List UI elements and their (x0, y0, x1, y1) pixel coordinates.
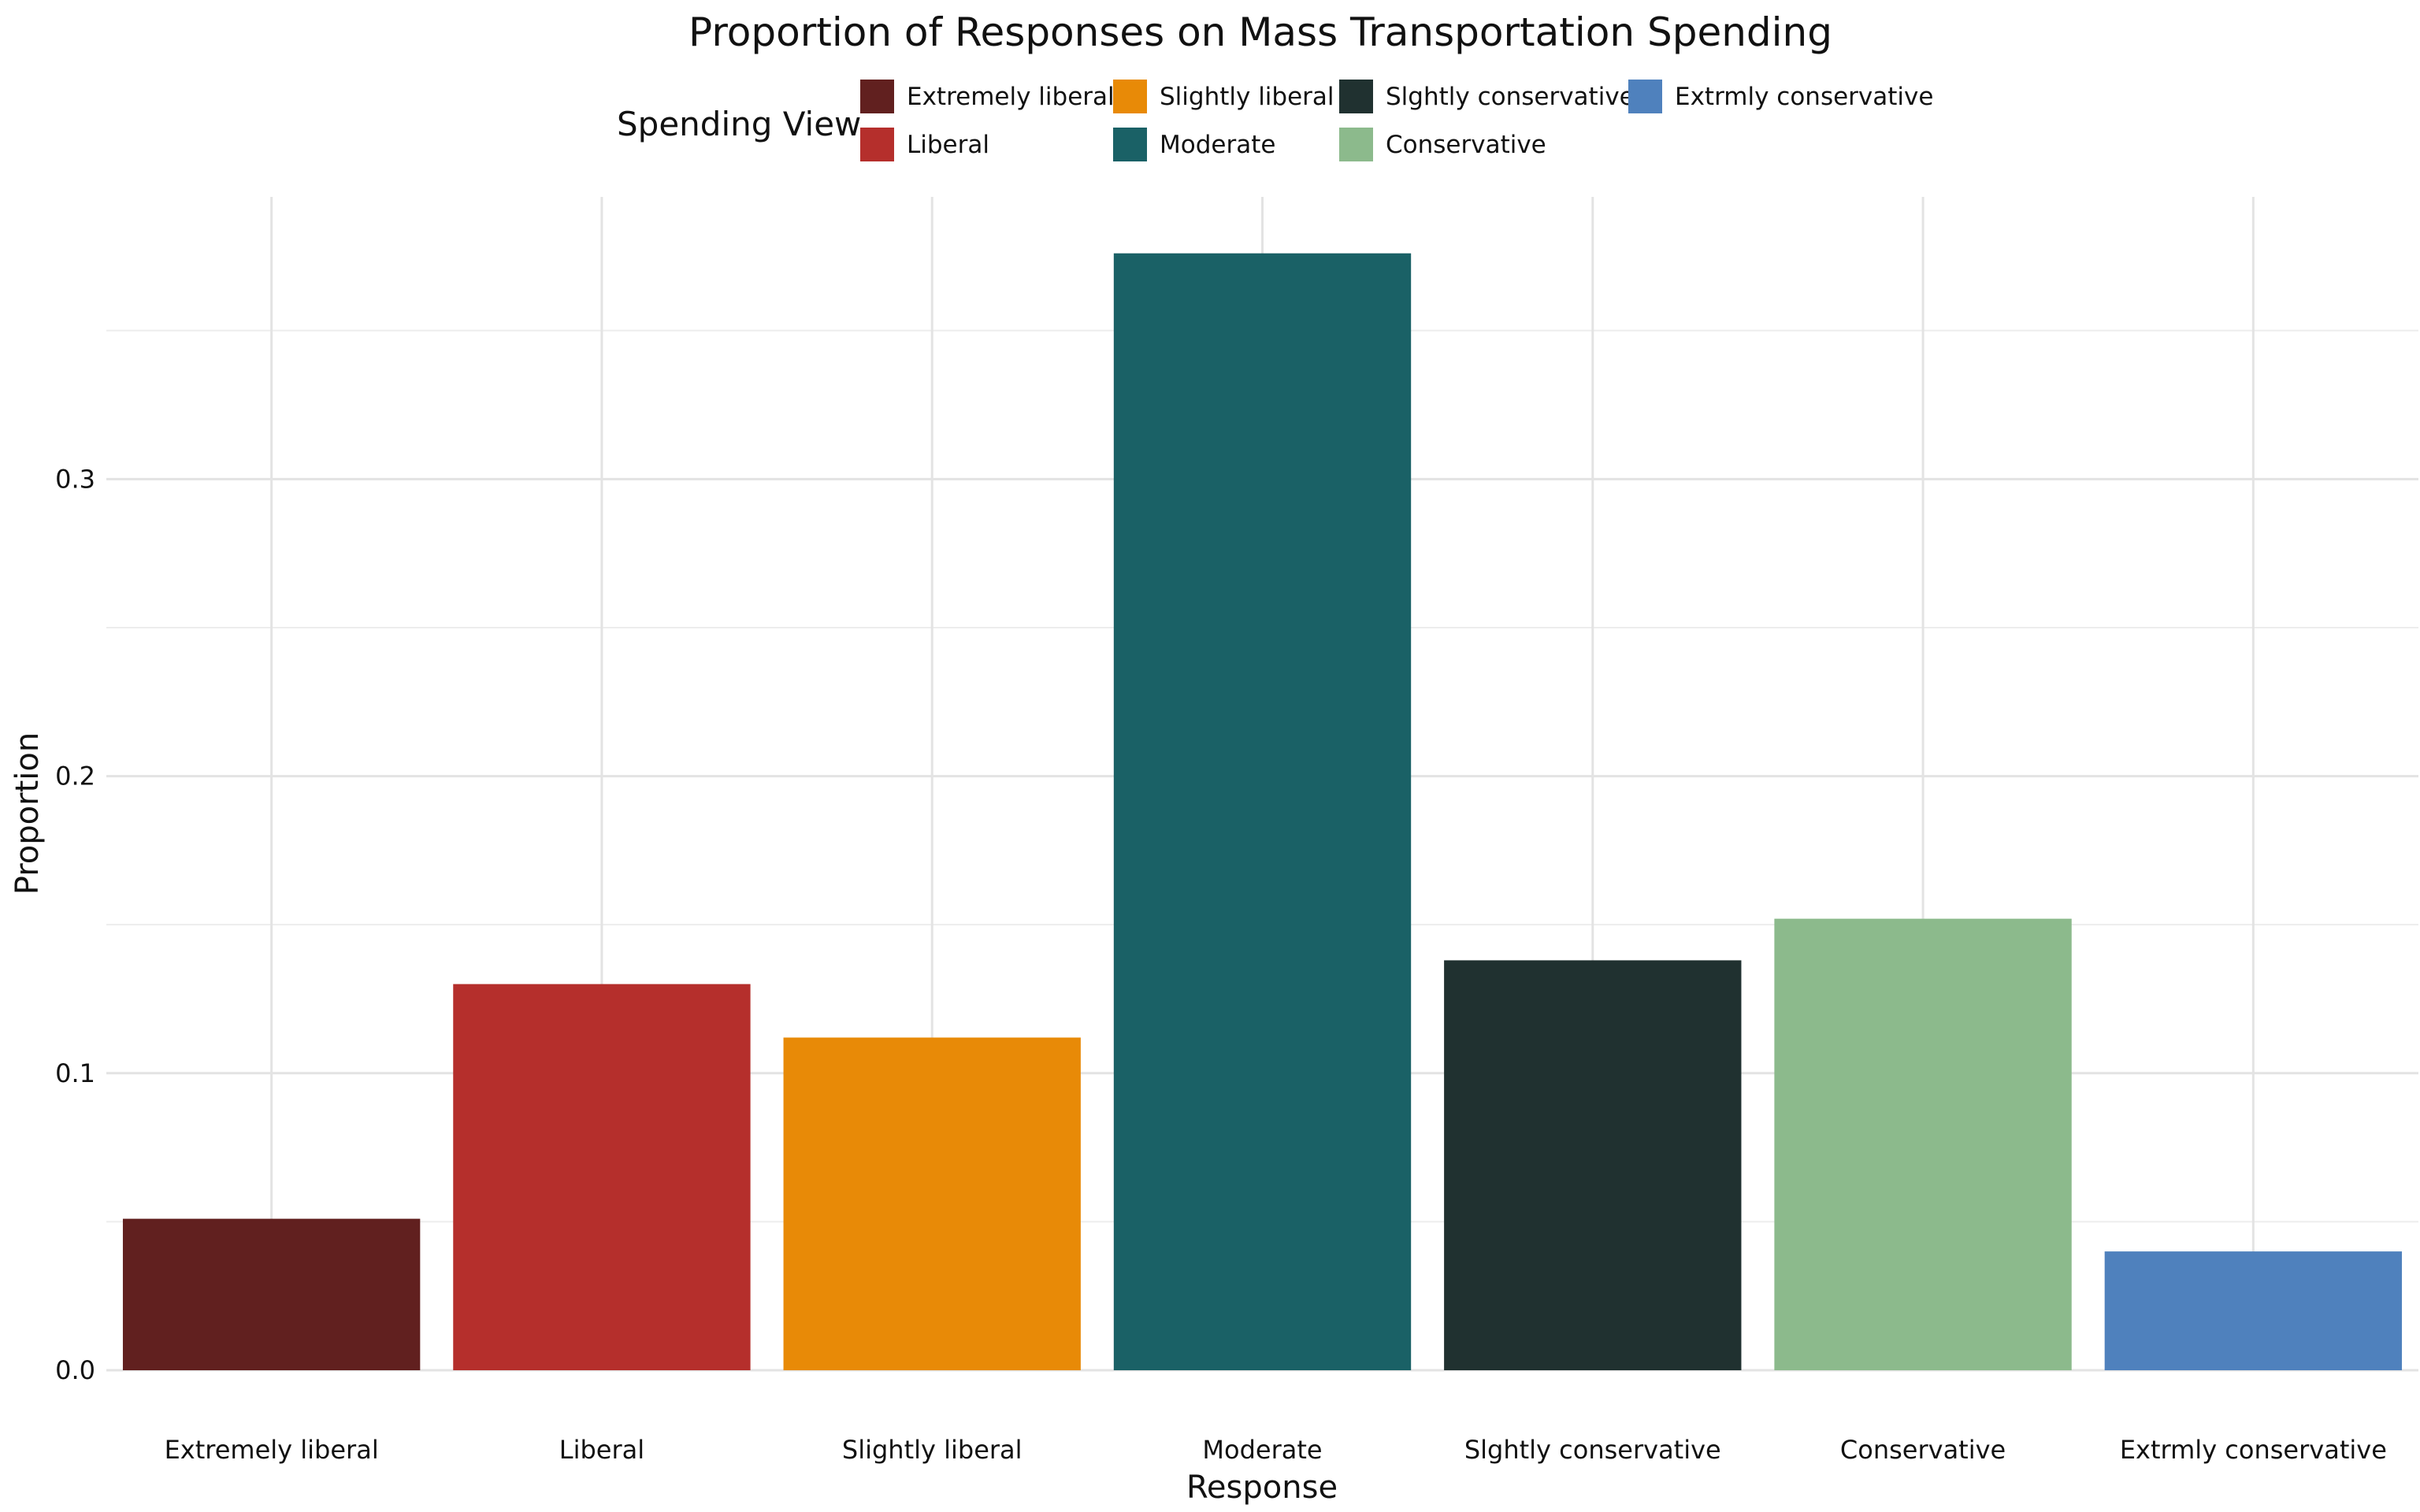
bar-extremely-liberal (122, 1218, 421, 1370)
x-tick-label: Extremely liberal (165, 1435, 379, 1465)
bar-liberal (453, 984, 751, 1370)
legend-swatch (1113, 128, 1147, 161)
legend-label: Slghtly conservative (1386, 83, 1635, 111)
x-tick-label: Liberal (559, 1435, 644, 1465)
legend-swatch (1628, 80, 1662, 113)
bar-extrmly-conservative (2104, 1251, 2403, 1370)
legend: Spending View Extremely liberal Liberal Sl… (617, 80, 1933, 161)
x-tick-label: Slghtly conservative (1464, 1435, 1721, 1465)
legend-label: Slightly liberal (1160, 83, 1334, 111)
bar-slghtly-conservative (1444, 960, 1742, 1370)
bar-conservative (1774, 918, 2072, 1370)
legend-swatch (1113, 80, 1147, 113)
x-tick-label: Moderate (1202, 1435, 1322, 1465)
legend-label: Conservative (1386, 131, 1546, 159)
x-axis-title: Response (1186, 1469, 1338, 1506)
legend-label: Extrmly conservative (1675, 83, 1933, 111)
legend-swatch (860, 80, 894, 113)
bar-moderate (1113, 253, 1412, 1370)
axis-layer: 0.0 0.1 0.2 0.3 Extremely liberal Liberal Slig… (55, 464, 2387, 1465)
legend-swatch (1339, 80, 1373, 113)
x-tick-label: Conservative (1840, 1435, 2006, 1465)
legend-label: Moderate (1160, 131, 1275, 159)
y-tick-label: 0.0 (55, 1355, 95, 1385)
y-tick-label: 0.1 (55, 1058, 95, 1088)
y-axis-title: Proportion (9, 732, 46, 895)
legend-title: Spending View (617, 105, 861, 143)
bar-layer (122, 253, 2403, 1370)
y-tick-label: 0.2 (55, 762, 95, 791)
legend-label: Extremely liberal (907, 83, 1115, 111)
legend-swatch (860, 128, 894, 161)
y-tick-label: 0.3 (55, 464, 95, 494)
x-tick-label: Slightly liberal (842, 1435, 1023, 1465)
legend-label: Liberal (907, 131, 989, 159)
x-tick-label: Extrmly conservative (2120, 1435, 2387, 1465)
legend-swatch (1339, 128, 1373, 161)
chart-title: Proportion of Responses on Mass Transpor… (689, 9, 1832, 55)
bar-slightly-liberal (783, 1037, 1081, 1370)
